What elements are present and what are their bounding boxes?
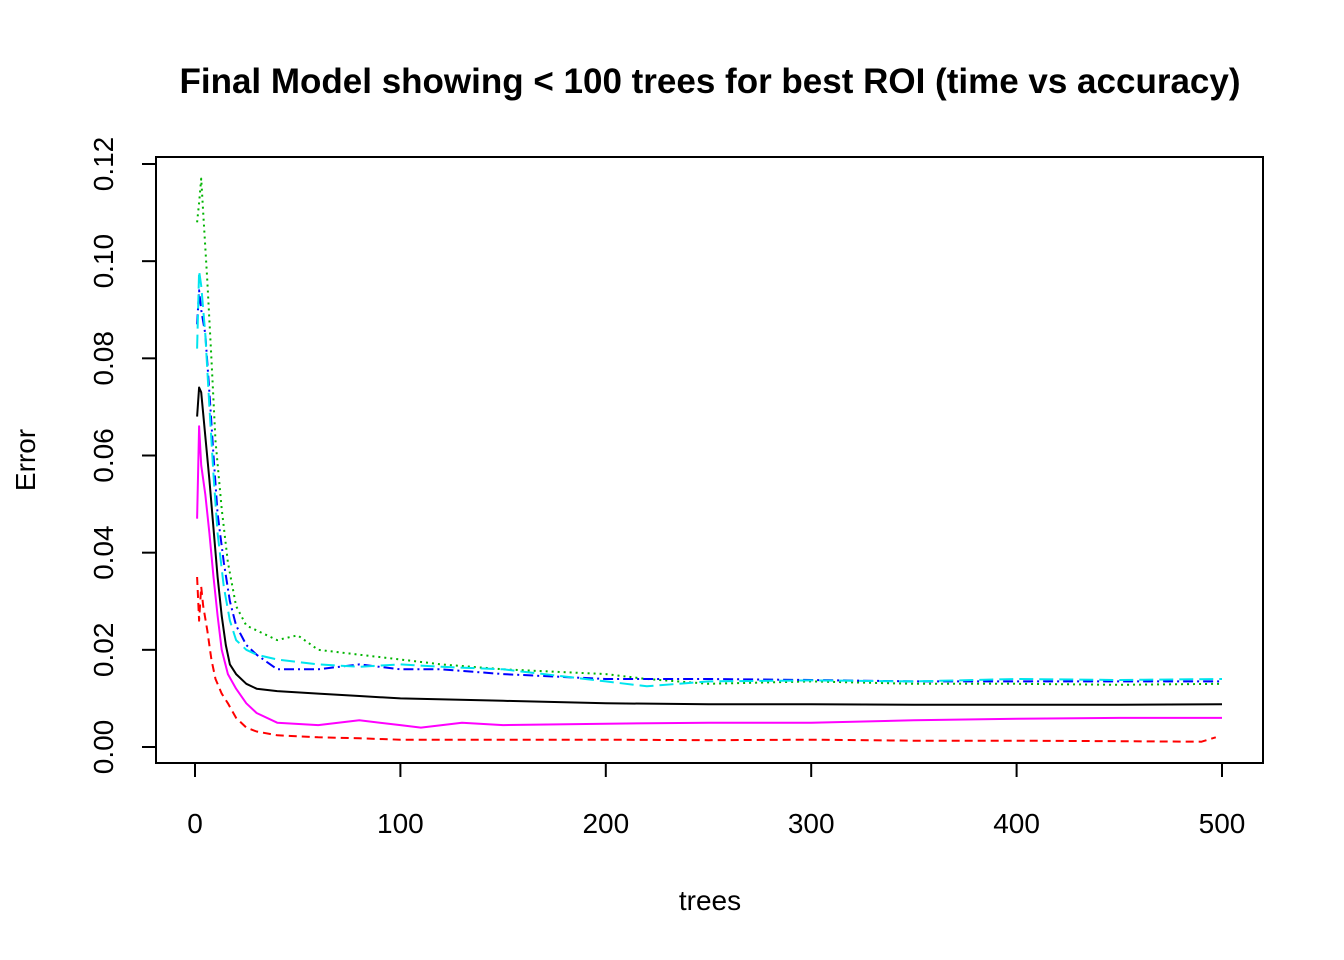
x-axis-label: trees <box>679 885 741 916</box>
series-layer <box>196 177 1223 743</box>
y-tick-label: 0.02 <box>88 623 119 678</box>
series-line-2 <box>196 576 1217 743</box>
x-tick-label: 100 <box>377 808 424 839</box>
y-tick-label: 0.10 <box>88 234 119 289</box>
x-tick-label: 300 <box>788 808 835 839</box>
series-line-4 <box>196 289 1222 683</box>
series-line-5 <box>196 269 1223 688</box>
plot-frame <box>155 156 1264 764</box>
chart-title: Final Model showing < 100 trees for best… <box>179 62 1240 101</box>
y-tick-label: 0.08 <box>88 331 119 386</box>
series-line-6 <box>196 425 1222 729</box>
y-tick-label: 0.12 <box>88 137 119 192</box>
x-tick-label: 0 <box>187 808 203 839</box>
y-axis-label: Error <box>10 429 41 491</box>
y-tick-label: 0.06 <box>88 428 119 483</box>
x-tick-label: 200 <box>582 808 629 839</box>
y-axis: 0.00 0.02 0.04 0.06 0.08 0.10 0.12 <box>88 137 157 775</box>
x-tick-label: 400 <box>993 808 1040 839</box>
series-line-1 <box>196 386 1223 706</box>
x-tick-label: 500 <box>1199 808 1246 839</box>
x-axis: 0 100 200 300 400 500 <box>187 762 1246 839</box>
series-line-3 <box>196 177 1223 686</box>
y-tick-label: 0.04 <box>88 525 119 580</box>
y-tick-label: 0.00 <box>88 720 119 775</box>
